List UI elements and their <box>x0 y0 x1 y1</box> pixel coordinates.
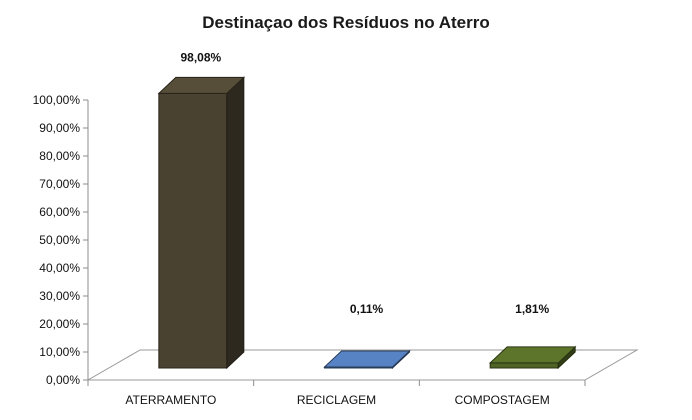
bar-aterramento <box>157 76 246 370</box>
y-tick-label: 50,00% <box>39 233 80 247</box>
x-category-label: RECICLAGEM <box>297 393 376 407</box>
bar-reciclagem <box>323 349 411 370</box>
bar-side-face <box>226 76 245 370</box>
y-tick-label: 100,00% <box>33 93 81 107</box>
data-labels-group: 98,08% 0,11% 1,81% <box>180 50 549 316</box>
y-tick-label: 80,00% <box>39 149 80 163</box>
y-tick-label: 30,00% <box>39 289 80 303</box>
y-tick-label: 70,00% <box>39 177 80 191</box>
data-label: 1,81% <box>515 302 549 316</box>
bar-compostagem <box>488 345 577 370</box>
data-label: 0,11% <box>350 302 384 316</box>
bar-top-face <box>323 350 411 368</box>
data-label: 98,08% <box>180 50 221 64</box>
bars-group <box>157 76 577 370</box>
x-category-label: COMPOSTAGEM <box>455 393 550 407</box>
bar-front-face <box>489 362 559 369</box>
bar-top-face <box>157 76 246 94</box>
y-tick-label: 60,00% <box>39 205 80 219</box>
chart-title: Destinaçao dos Resíduos no Aterro <box>202 13 489 32</box>
x-category-label: ATERRAMENTO <box>125 393 216 407</box>
y-tick-label: 20,00% <box>39 317 80 331</box>
x-axis-group: ATERRAMENTO RECICLAGEM COMPOSTAGEM <box>87 380 586 407</box>
y-tick-label: 0,00% <box>46 373 80 387</box>
y-tick-label: 90,00% <box>39 121 80 135</box>
bar-front-face <box>158 92 228 369</box>
y-axis-group: 0,00% 10,00% 20,00% 30,00% 40,00% 50,00% 60,00… <box>33 93 89 387</box>
bar-top-face <box>488 346 577 364</box>
y-tick-label: 10,00% <box>39 345 80 359</box>
y-tick-label: 40,00% <box>39 261 80 275</box>
